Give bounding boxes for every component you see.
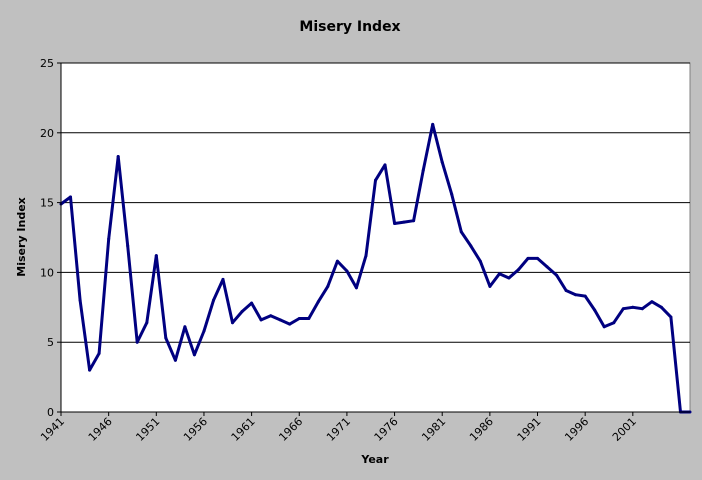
- data-point: [431, 122, 435, 126]
- data-point: [297, 317, 301, 320]
- grid-lines: [61, 62, 690, 343]
- data-point: [669, 315, 673, 319]
- data-point: [173, 358, 177, 362]
- data-point: [593, 308, 597, 312]
- plot-area: [60, 62, 691, 413]
- data-point: [574, 293, 578, 297]
- data-point: [650, 300, 654, 304]
- data-point: [154, 254, 158, 258]
- data-point: [212, 298, 215, 302]
- data-point: [259, 318, 263, 322]
- data-point: [374, 178, 377, 182]
- data-point: [69, 195, 72, 199]
- data-point: [536, 256, 539, 260]
- data-point: [640, 307, 644, 311]
- data-point: [393, 222, 397, 225]
- data-point: [612, 321, 616, 325]
- data-point: [202, 329, 206, 333]
- data-point: [631, 305, 635, 309]
- chart-title: Misery Index: [299, 19, 400, 35]
- data-point: [469, 244, 473, 248]
- data-point: [97, 351, 101, 355]
- data-point: [78, 298, 82, 302]
- data-point: [450, 192, 454, 196]
- data-point: [278, 318, 282, 322]
- data-point: [497, 272, 501, 276]
- data-point: [345, 269, 349, 273]
- data-point: [659, 305, 663, 309]
- data-point: [517, 268, 520, 272]
- data-point: [564, 289, 568, 292]
- data-point: [326, 284, 330, 288]
- data-point: [478, 259, 482, 263]
- data-point: [354, 286, 358, 290]
- y-tick-label: 20: [40, 127, 54, 140]
- data-point: [116, 155, 120, 158]
- data-point: [488, 284, 492, 288]
- data-point: [364, 254, 368, 258]
- data-point: [164, 336, 168, 340]
- data-point: [383, 163, 387, 167]
- y-tick-label: 5: [47, 336, 54, 349]
- y-tick-label: 15: [40, 197, 54, 210]
- data-point: [440, 160, 444, 164]
- data-point: [231, 321, 234, 325]
- data-point: [459, 230, 463, 234]
- data-point: [107, 237, 111, 241]
- data-point: [288, 322, 292, 326]
- data-point: [250, 301, 254, 305]
- data-point: [545, 265, 549, 269]
- y-tick-label: 10: [40, 266, 54, 279]
- data-point: [316, 300, 320, 304]
- data-point: [583, 294, 587, 298]
- data-point: [402, 220, 406, 224]
- data-point: [526, 256, 530, 260]
- data-point: [412, 219, 416, 223]
- data-point: [602, 325, 606, 329]
- y-tick-label: 0: [47, 406, 54, 419]
- data-point: [135, 340, 139, 344]
- data-point: [555, 273, 559, 277]
- data-point: [183, 325, 187, 329]
- data-point: [126, 244, 130, 248]
- data-point: [335, 259, 339, 263]
- data-point: [88, 368, 92, 372]
- data-point: [621, 307, 625, 311]
- data-point: [221, 277, 225, 281]
- data-point: [192, 353, 196, 357]
- data-point: [421, 169, 425, 172]
- data-point: [240, 310, 244, 313]
- y-tick-label: 25: [40, 57, 54, 70]
- data-point: [307, 317, 311, 320]
- x-axis-title: Year: [360, 453, 389, 466]
- data-point: [269, 314, 273, 318]
- y-axis-title: Misery Index: [15, 197, 28, 277]
- data-point: [507, 276, 511, 280]
- y-axis-ticks: 0 5 10 15 20 25: [40, 57, 61, 419]
- data-point: [145, 321, 149, 325]
